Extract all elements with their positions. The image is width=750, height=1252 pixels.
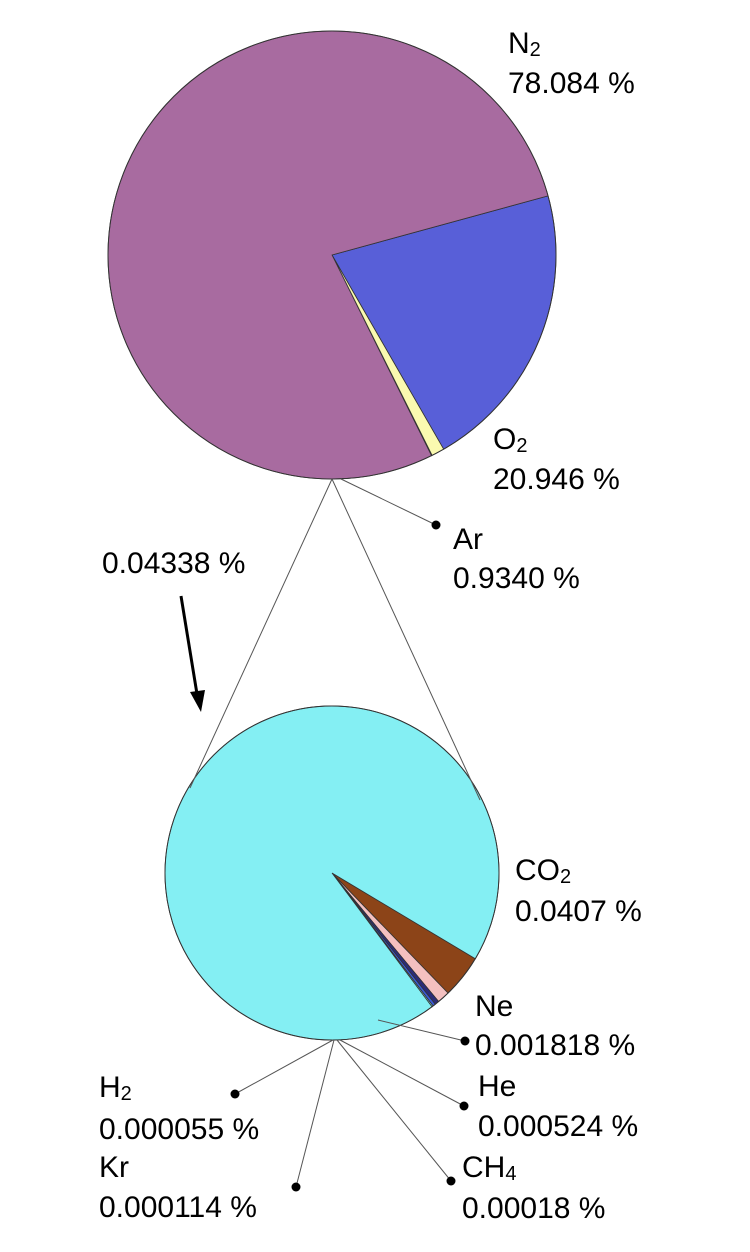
h2-value: 0.000055 % bbox=[99, 1113, 259, 1146]
zoom-connector-right bbox=[331, 478, 481, 801]
co2-label: CO2 bbox=[515, 854, 571, 888]
ch4-value: 0.00018 % bbox=[462, 1192, 605, 1225]
co2-value: 0.0407 % bbox=[515, 895, 642, 928]
zoom-arrow bbox=[179, 595, 205, 712]
ne-dot bbox=[460, 1036, 470, 1046]
trace-gases-pie bbox=[164, 705, 500, 1041]
n2-label: N2 bbox=[508, 27, 541, 61]
ar-label: Ar bbox=[453, 523, 483, 556]
ar-value: 0.9340 % bbox=[453, 562, 580, 595]
ch4-label: CH4 bbox=[462, 1151, 516, 1185]
kr-value: 0.000114 % bbox=[99, 1191, 257, 1224]
n2-value: 78.084 % bbox=[508, 67, 635, 100]
zoom-connector-left bbox=[189, 478, 333, 789]
h2-dot bbox=[230, 1089, 240, 1099]
kr-label: Kr bbox=[99, 1151, 129, 1184]
he-dot bbox=[459, 1101, 469, 1111]
he-leader-line bbox=[339, 1039, 465, 1107]
h2-leader-line bbox=[234, 1039, 334, 1095]
trace-total-label: 0.04338 % bbox=[102, 547, 245, 580]
leader-lines bbox=[234, 478, 466, 1188]
ne-value: 0.001818 % bbox=[475, 1029, 635, 1062]
leader-dots bbox=[230, 520, 470, 1192]
main-pie bbox=[107, 30, 557, 480]
ar-leader-line bbox=[340, 478, 437, 526]
ch4-leader-line bbox=[336, 1039, 452, 1182]
o2-label: O2 bbox=[493, 423, 527, 457]
ne-leader-line bbox=[377, 1019, 466, 1042]
kr-dot bbox=[291, 1182, 301, 1192]
h2-label: H2 bbox=[99, 1071, 132, 1105]
he-label: He bbox=[478, 1070, 516, 1103]
o2-value: 20.946 % bbox=[493, 463, 620, 496]
ne-label: Ne bbox=[475, 990, 513, 1023]
ch4-dot bbox=[446, 1176, 456, 1186]
he-value: 0.000524 % bbox=[478, 1110, 638, 1143]
kr-leader-line bbox=[295, 1039, 335, 1188]
ar-dot bbox=[431, 520, 441, 530]
